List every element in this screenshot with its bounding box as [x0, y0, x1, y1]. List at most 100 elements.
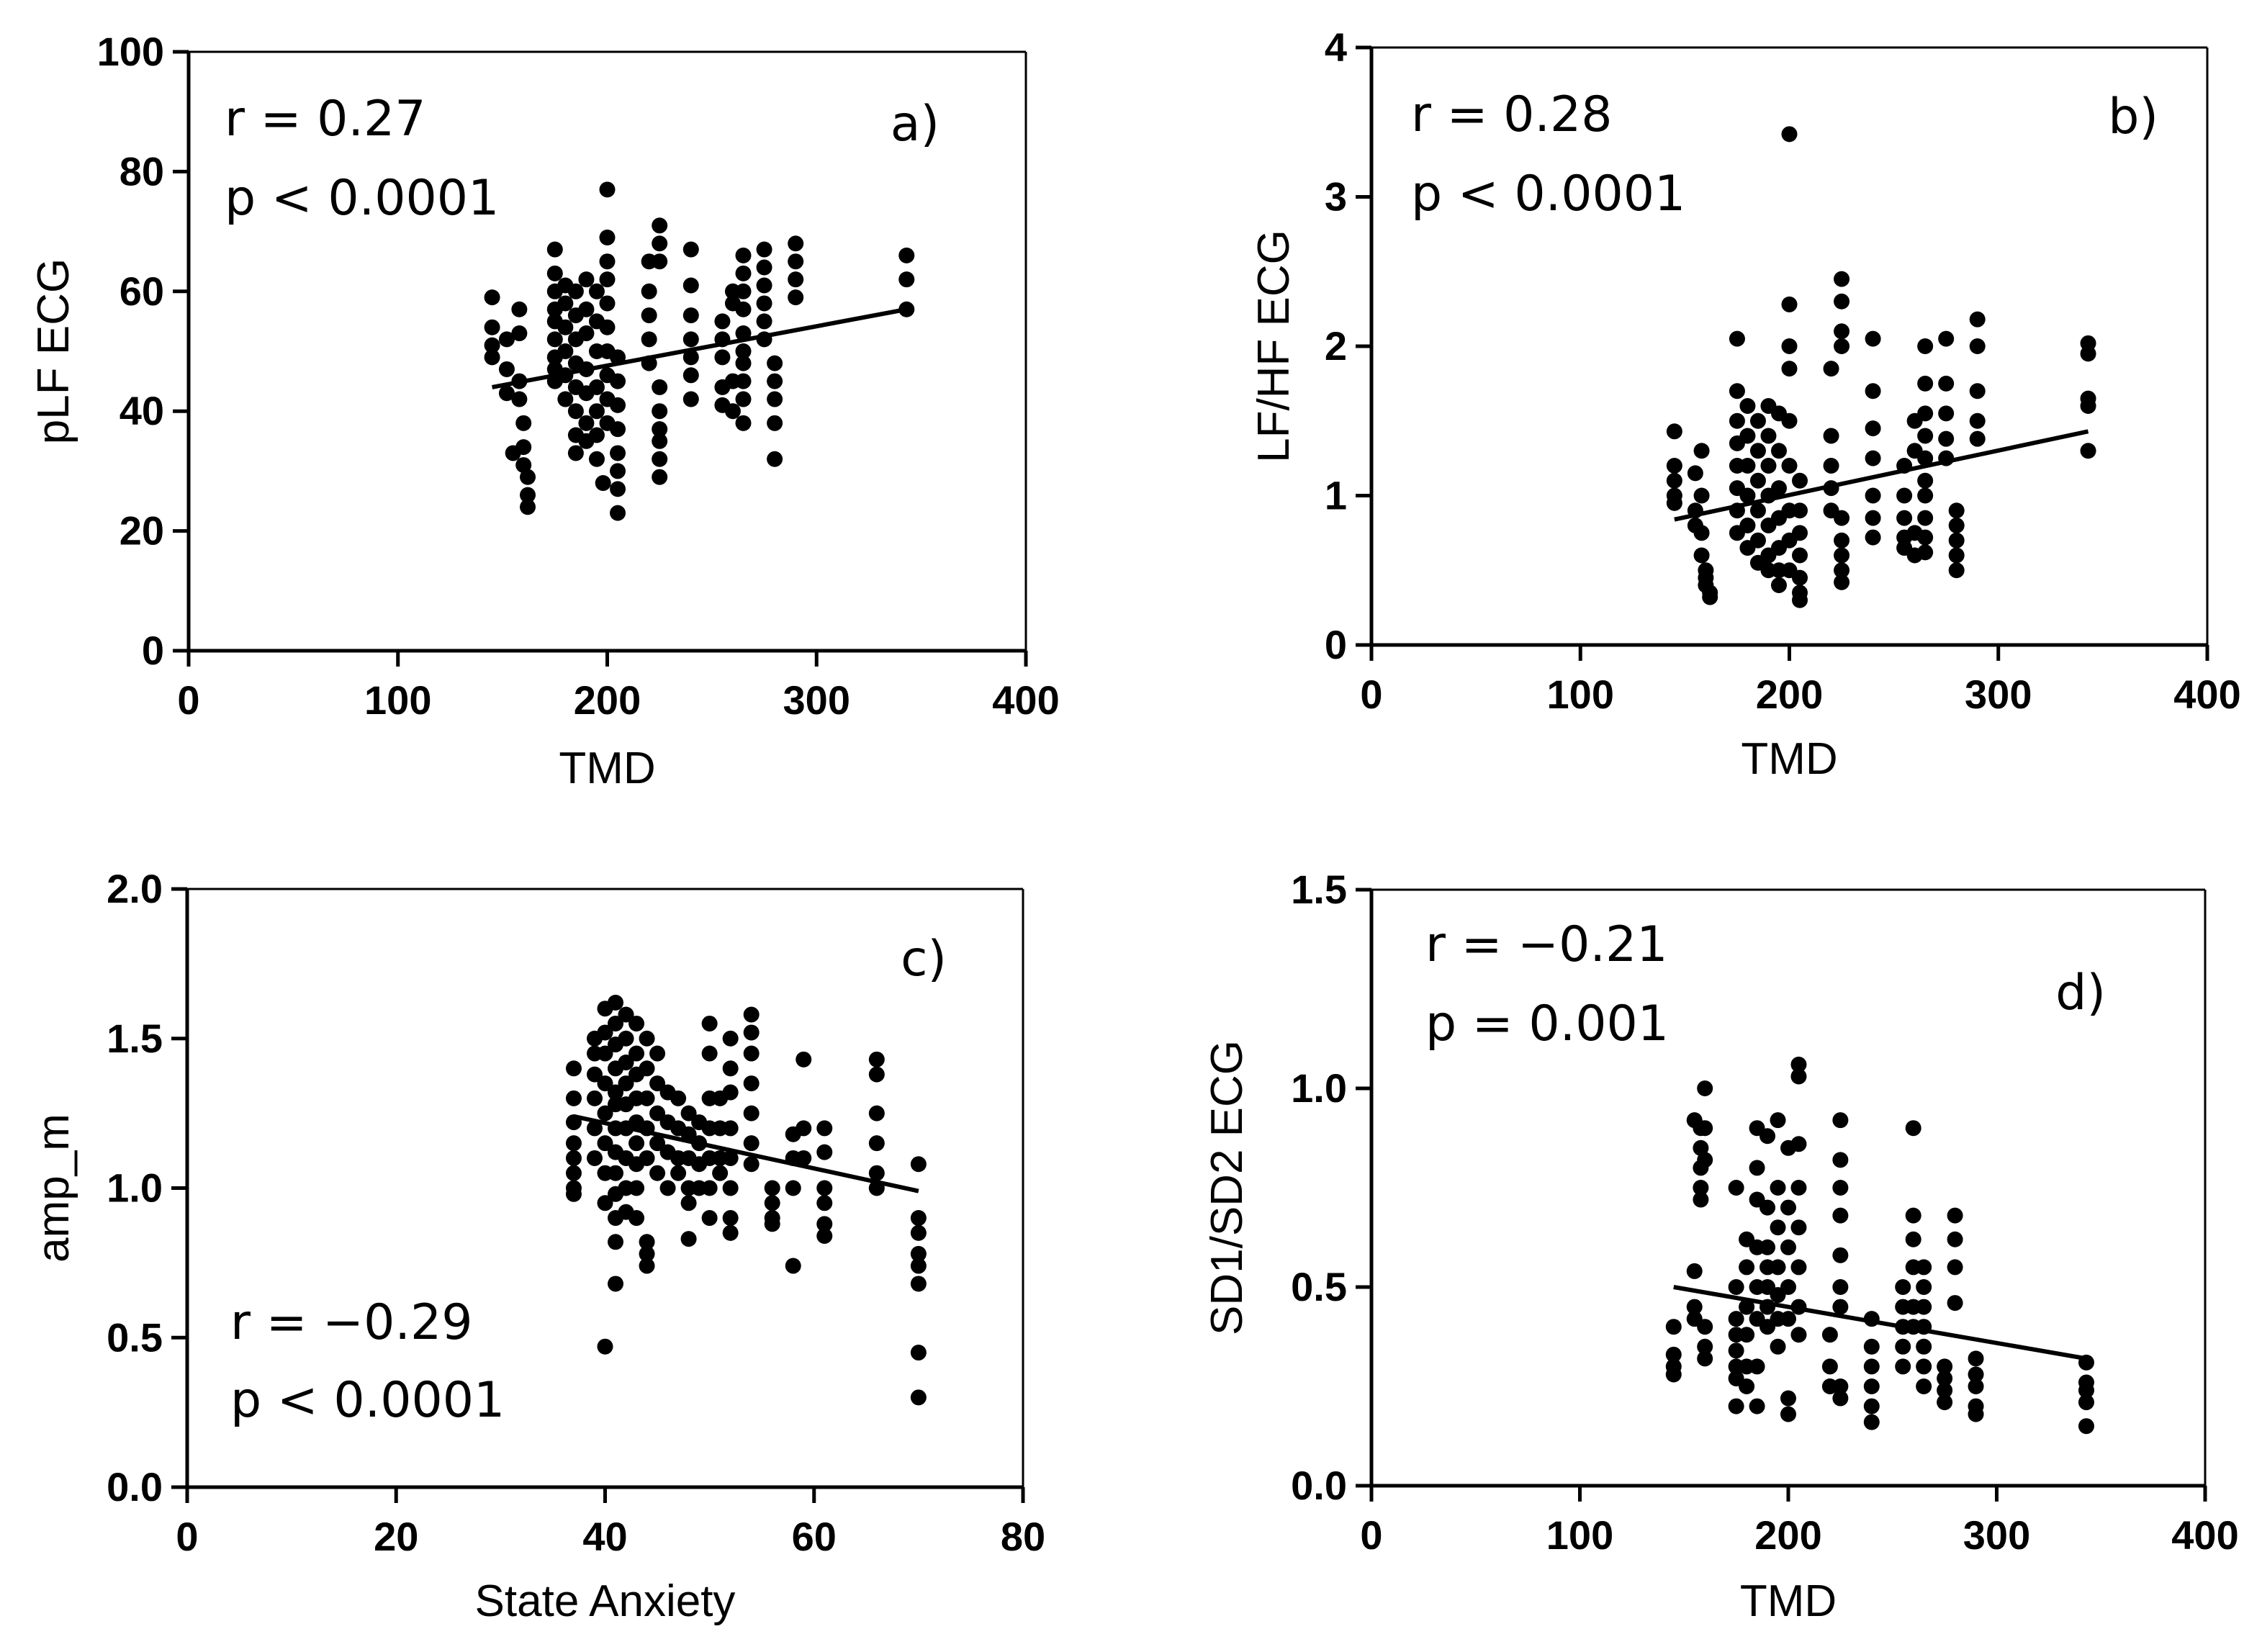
- data-point-a: [588, 451, 605, 467]
- y-axis-label-d: SD1/SD2 ECG: [1202, 1040, 1252, 1335]
- data-point-d: [1937, 1358, 1953, 1375]
- data-point-a: [756, 313, 772, 330]
- data-point-c: [649, 1165, 666, 1181]
- data-point-c: [586, 1120, 603, 1137]
- data-point-a: [652, 451, 668, 467]
- data-point-a: [578, 325, 595, 342]
- data-point-d: [1968, 1378, 1984, 1394]
- data-point-a: [588, 379, 605, 395]
- y-tick-label-a: 100: [97, 29, 164, 74]
- data-point-a: [595, 475, 611, 492]
- x-tick-label-c: 80: [1001, 1514, 1045, 1559]
- data-point-d: [1916, 1378, 1932, 1394]
- data-point-a: [588, 283, 605, 299]
- data-point-b: [1792, 472, 1808, 489]
- data-point-a: [652, 217, 668, 234]
- data-point-a: [515, 415, 532, 431]
- data-point-b: [1792, 547, 1808, 564]
- data-point-c: [597, 1045, 613, 1062]
- data-point-d: [1916, 1259, 1932, 1276]
- data-point-a: [756, 295, 772, 312]
- data-point-c: [743, 1105, 760, 1121]
- data-point-d: [1749, 1160, 1765, 1176]
- data-point-a: [788, 271, 804, 288]
- data-point-a: [599, 295, 616, 312]
- data-point-b: [1948, 518, 1965, 533]
- data-point-c: [816, 1195, 833, 1211]
- x-axis-label-b: TMD: [1741, 734, 1837, 784]
- data-point-c: [701, 1180, 718, 1196]
- data-point-d: [1905, 1120, 1921, 1137]
- data-point-c: [722, 1060, 739, 1077]
- data-point-c: [565, 1090, 582, 1106]
- data-point-a: [735, 391, 752, 407]
- data-point-a: [735, 265, 752, 281]
- data-point-c: [565, 1186, 582, 1202]
- data-point-b: [1917, 375, 1934, 392]
- data-point-a: [610, 505, 626, 521]
- data-point-a: [735, 415, 752, 431]
- correlation-r-c: r = −0.29: [230, 1294, 473, 1351]
- data-point-d: [1728, 1180, 1744, 1196]
- data-point-b: [1770, 480, 1787, 497]
- data-point-d: [1697, 1350, 1713, 1367]
- data-point-c: [743, 1024, 760, 1041]
- data-point-c: [639, 1090, 655, 1106]
- data-point-d: [1832, 1180, 1849, 1196]
- data-point-b: [1917, 428, 1934, 444]
- data-point-c: [722, 1150, 739, 1166]
- data-point-b: [1739, 428, 1756, 444]
- data-point-d: [1697, 1319, 1713, 1335]
- data-point-c: [910, 1345, 927, 1361]
- y-tick-label-b: 2: [1325, 323, 1347, 369]
- data-point-b: [1781, 412, 1798, 429]
- data-point-b: [1770, 577, 1787, 593]
- data-point-d: [1863, 1358, 1880, 1375]
- data-point-b: [1917, 529, 1934, 546]
- data-point-d: [1832, 1112, 1849, 1129]
- data-point-c: [649, 1135, 666, 1152]
- data-point-b: [1693, 525, 1710, 541]
- data-point-c: [608, 994, 624, 1011]
- data-point-d: [1693, 1191, 1709, 1208]
- data-point-b: [1834, 293, 1850, 310]
- data-point-a: [484, 289, 500, 306]
- x-axis-label-c: State Anxiety: [475, 1576, 736, 1626]
- data-point-c: [743, 1075, 760, 1092]
- data-point-a: [498, 331, 515, 348]
- data-point-c: [597, 1338, 613, 1355]
- data-point-d: [1895, 1358, 1911, 1375]
- data-point-b: [1749, 412, 1766, 429]
- data-point-b: [1865, 383, 1881, 400]
- correlation-r-d: r = −0.21: [1425, 916, 1668, 973]
- panel-label-d: d): [2055, 965, 2106, 1021]
- data-point-d: [1790, 1219, 1807, 1236]
- data-point-d: [1759, 1239, 1776, 1255]
- data-point-b: [1969, 430, 1986, 447]
- data-point-c: [565, 1060, 582, 1077]
- data-point-c: [816, 1120, 833, 1137]
- data-point-d: [1697, 1080, 1713, 1096]
- data-point-a: [898, 271, 915, 288]
- data-point-d: [1780, 1311, 1796, 1327]
- data-point-d: [1770, 1338, 1786, 1355]
- data-point-b: [1969, 412, 1986, 429]
- data-point-d: [1739, 1259, 1755, 1276]
- data-point-c: [701, 1045, 718, 1062]
- data-point-b: [1969, 311, 1986, 328]
- data-point-c: [649, 1045, 666, 1062]
- data-point-c: [816, 1180, 833, 1196]
- data-point-b: [1823, 428, 1839, 444]
- regression-line-a: [492, 307, 907, 389]
- x-tick-label-b: 200: [1756, 672, 1823, 717]
- data-point-a: [724, 403, 741, 420]
- data-point-b: [1739, 458, 1756, 474]
- data-point-a: [756, 241, 772, 258]
- data-point-d: [1863, 1398, 1880, 1414]
- data-point-a: [610, 463, 626, 479]
- data-point-a: [511, 325, 528, 342]
- data-point-a: [610, 397, 626, 413]
- data-point-d: [1770, 1259, 1786, 1276]
- data-point-a: [511, 391, 528, 407]
- data-point-a: [498, 361, 515, 377]
